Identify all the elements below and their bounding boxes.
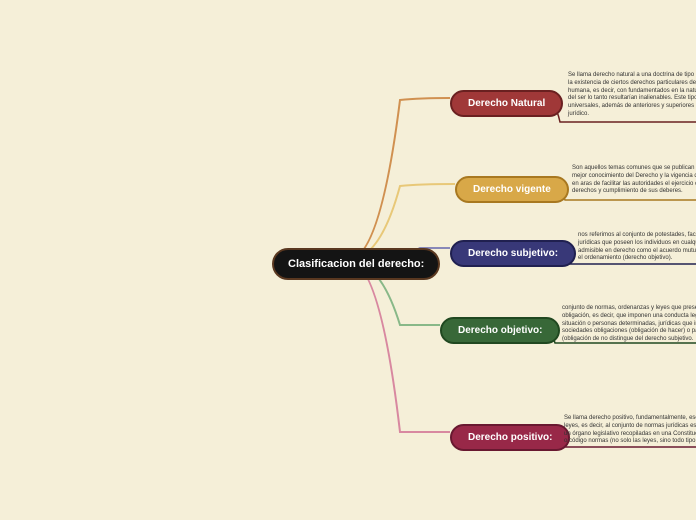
branch-node-1[interactable]: Derecho vigente: [455, 176, 569, 203]
branch-label: Derecho objetivo:: [458, 325, 542, 336]
branch-label: Derecho vigente: [473, 184, 551, 195]
branch-node-2[interactable]: Derecho subjetivo:: [450, 240, 576, 267]
leaf-text-2: nos referimos al conjunto de potestades,…: [578, 232, 696, 263]
branch-label: Derecho subjetivo:: [468, 248, 558, 259]
leaf-text-0: Se llama derecho natural a una doctrina …: [568, 72, 696, 119]
branch-node-3[interactable]: Derecho objetivo:: [440, 317, 560, 344]
leaf-text-4: Se llama derecho positivo, fundamentalme…: [564, 415, 696, 446]
root-label: Clasificacion del derecho:: [288, 258, 424, 270]
root-node[interactable]: Clasificacion del derecho:: [272, 248, 440, 280]
branch-label: Derecho positivo:: [468, 432, 552, 443]
branch-node-0[interactable]: Derecho Natural: [450, 90, 563, 117]
branch-node-4[interactable]: Derecho positivo:: [450, 424, 570, 451]
leaf-text-3: conjunto de normas, ordenanzas y leyes q…: [562, 305, 696, 344]
branch-label: Derecho Natural: [468, 98, 545, 109]
leaf-text-1: Son aquellos temas comunes que se public…: [572, 165, 696, 196]
